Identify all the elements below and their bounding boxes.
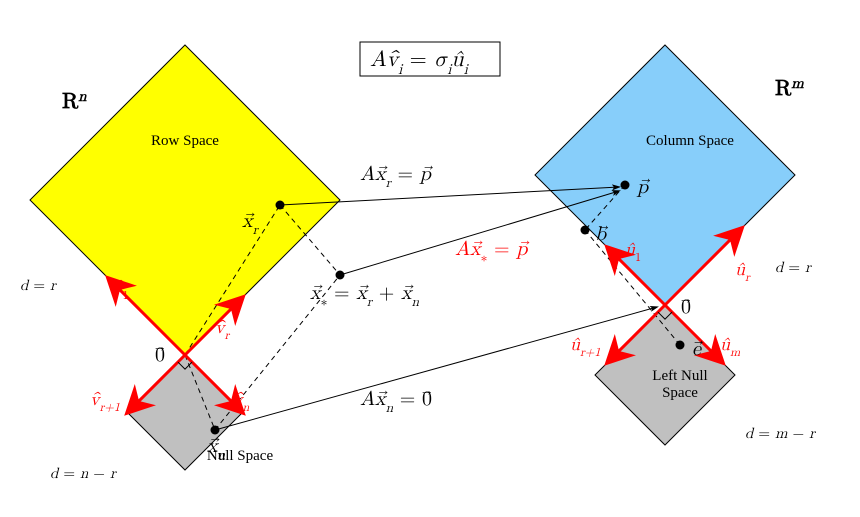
vr1: v̂r+1 [90, 391, 120, 414]
label-d-r-left: d = r [20, 278, 57, 293]
label-Rm: Rm [775, 76, 804, 101]
eq-Axr: Ax⃗r = p⃗ [360, 164, 433, 190]
label-d-nr: d = n − r [50, 466, 117, 481]
eq-Axn: Ax⃗n = 0⃗ [360, 389, 432, 415]
svg-text:Space: Space [662, 385, 698, 401]
svg-text:Row Space: Row Space [151, 133, 219, 149]
svg-text:Left Null: Left Null [652, 368, 707, 384]
ur: ûr [735, 261, 751, 284]
eq-xstar: x⃗∗ = x⃗r + x⃗n [310, 283, 420, 309]
um: ûm [720, 336, 741, 359]
origin-left: 0⃗ [155, 345, 165, 365]
ur1: ûr+1 [570, 336, 600, 359]
svg-text:Column Space: Column Space [646, 133, 734, 149]
vr: v̂r [215, 319, 231, 342]
label-Rn: Rn [62, 89, 87, 114]
label-d-mr: d = m − r [745, 426, 816, 441]
pt-p: p⃗ [636, 177, 650, 197]
origin-right: 0⃗ [681, 297, 691, 317]
label-d-r-right: d = r [775, 260, 812, 275]
eq-Axstar: Ax⃗∗ = p⃗ [455, 239, 529, 265]
